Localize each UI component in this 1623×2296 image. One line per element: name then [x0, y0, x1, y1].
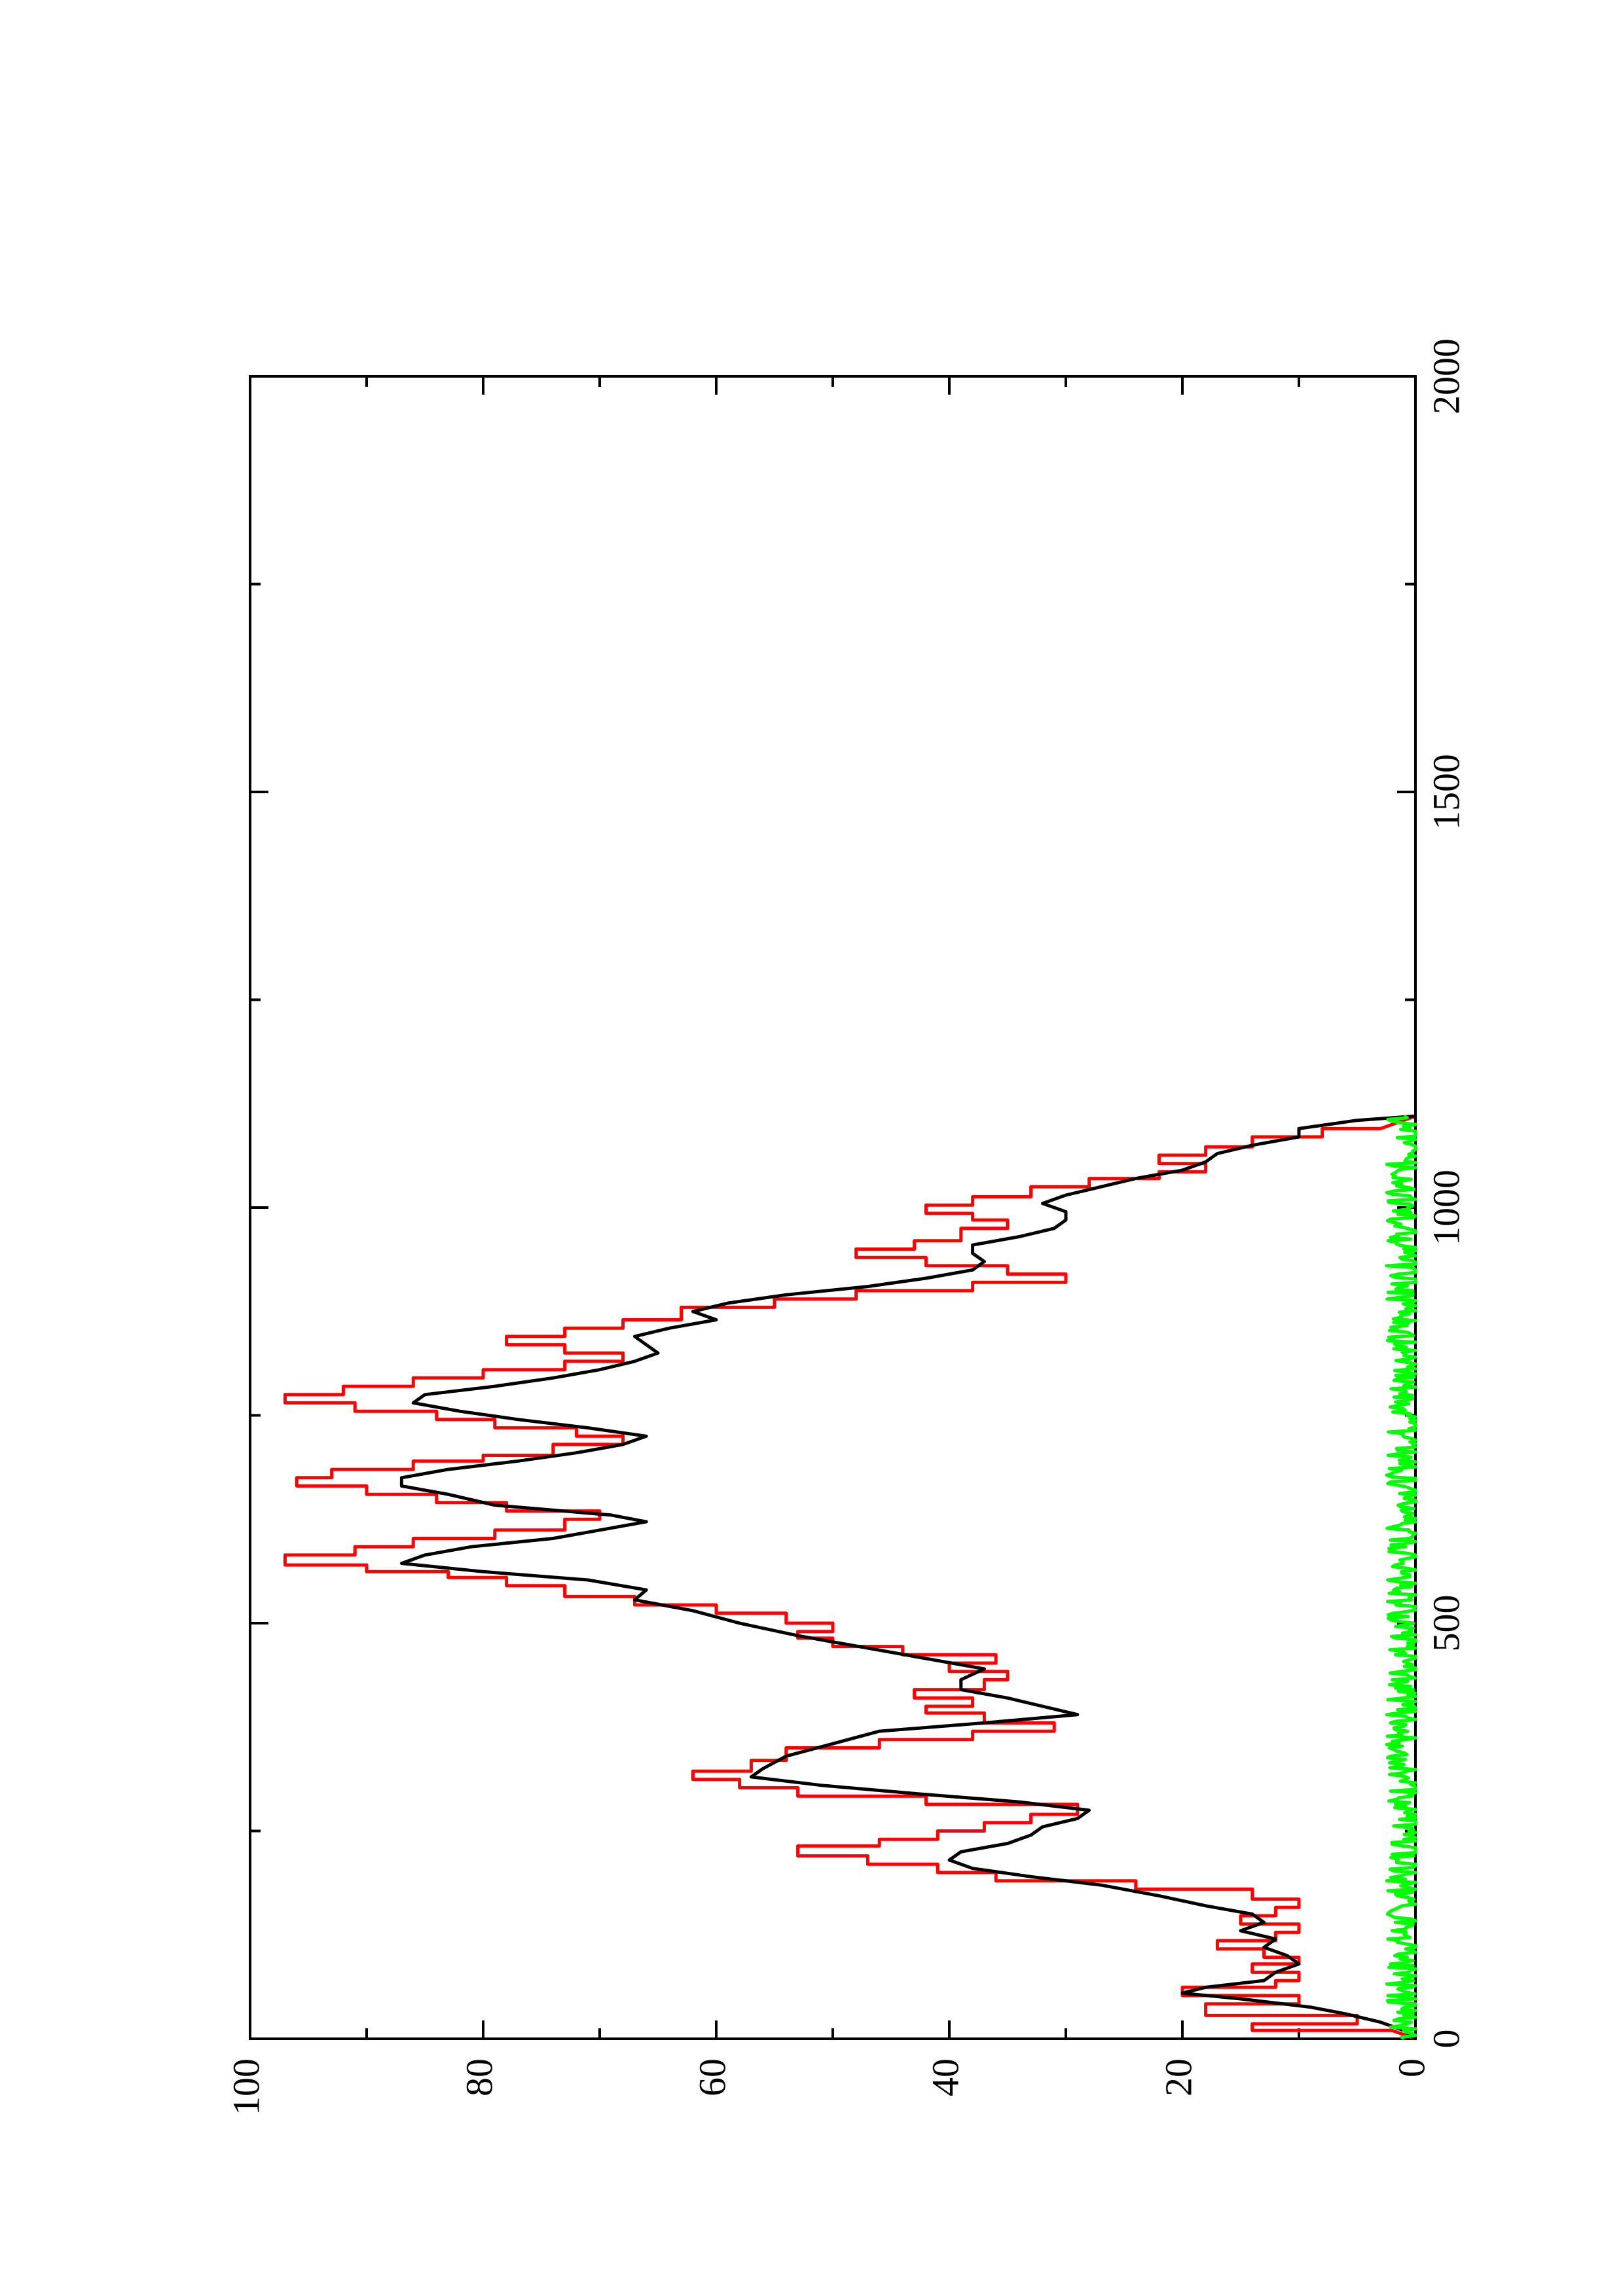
x-tick-label: 2000 — [1425, 338, 1467, 414]
x-tick-label: 500 — [1425, 1595, 1467, 1652]
axis-ticks — [249, 375, 1417, 2040]
series-layer — [283, 1114, 1417, 2041]
plot-frame — [249, 375, 1417, 2040]
series-line-2 — [399, 1114, 1417, 2041]
x-tick-label: 1500 — [1425, 754, 1467, 830]
y-tick-label: 80 — [458, 2058, 500, 2096]
series-line-1 — [283, 1114, 1416, 2041]
axis-tick-labels: 0 500 1000 1500 2000 0 20 40 60 80 100 — [225, 338, 1467, 2115]
y-tick-label: 40 — [924, 2058, 966, 2096]
y-tick-label: 100 — [225, 2058, 267, 2115]
y-tick-label: 0 — [1390, 2058, 1432, 2077]
x-tick-label: 0 — [1425, 2030, 1467, 2049]
y-tick-label: 60 — [691, 2058, 733, 2096]
x-tick-label: 1000 — [1425, 1170, 1467, 1246]
y-tick-label: 20 — [1157, 2058, 1199, 2096]
series-line-3 — [1385, 1115, 1417, 2041]
